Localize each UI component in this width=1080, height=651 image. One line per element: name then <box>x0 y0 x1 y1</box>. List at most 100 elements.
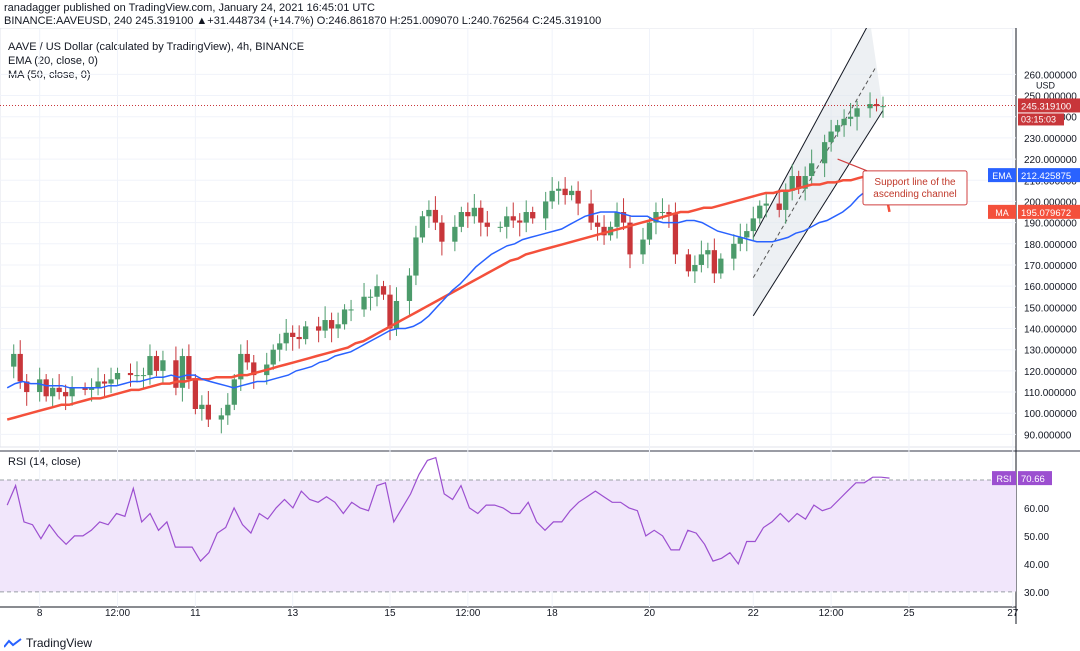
candle <box>802 166 808 201</box>
price-tick-label: 250.000000 <box>1024 92 1077 103</box>
candle <box>575 181 581 216</box>
price-tick-label: 200.000000 <box>1024 197 1077 208</box>
last-price-label: 245.319100 <box>1021 101 1071 112</box>
candle-body <box>750 218 756 232</box>
candle-body <box>341 309 348 325</box>
candle-body <box>406 275 413 301</box>
candle-body <box>497 226 503 228</box>
candle <box>406 268 413 315</box>
candle <box>731 234 737 271</box>
candle-body <box>809 163 815 177</box>
candle <box>218 407 224 434</box>
candle-body <box>484 222 490 227</box>
candle-body <box>140 375 147 377</box>
candle <box>101 374 108 398</box>
candle <box>776 189 782 218</box>
candle-body <box>731 243 737 259</box>
candle-body <box>179 356 186 388</box>
candle <box>796 170 802 195</box>
candle-body <box>62 392 69 397</box>
candle-body <box>88 387 95 390</box>
price-tick-label: 90.000000 <box>1024 430 1072 441</box>
time-tick-label: 12:00 <box>105 608 130 619</box>
candle-body <box>562 188 568 196</box>
candle-body <box>821 142 828 164</box>
candle-body <box>549 190 555 202</box>
ema-legend: EMA (20, close, 0) <box>8 55 98 67</box>
channel-mid-dashed-line <box>752 65 877 278</box>
candle <box>523 200 529 233</box>
candle <box>549 177 555 209</box>
candle-body <box>452 226 458 242</box>
candle-body <box>517 220 523 223</box>
candle-body <box>705 250 711 255</box>
candle <box>43 374 49 402</box>
candle <box>594 215 601 241</box>
candle-body <box>672 214 679 255</box>
candle <box>517 213 523 237</box>
candle-body <box>880 106 886 108</box>
candle-body <box>458 212 464 227</box>
candle <box>834 119 841 137</box>
candle-body <box>303 326 309 340</box>
candle-body <box>426 209 432 217</box>
candle-body <box>478 207 484 223</box>
candle-body <box>108 379 114 384</box>
price-tick-label: 170.000000 <box>1024 261 1077 272</box>
candle-body <box>296 336 302 340</box>
candle <box>556 181 562 205</box>
ema-name-label: EMA <box>992 171 1012 181</box>
rsi-legend: RSI (14, close) <box>8 456 81 468</box>
candle-body <box>789 176 795 191</box>
candle <box>530 206 536 224</box>
candle-body <box>601 226 607 236</box>
candle-body <box>543 201 549 219</box>
candle <box>283 318 289 351</box>
candle <box>127 363 134 387</box>
candle <box>504 206 510 239</box>
candle <box>627 215 633 269</box>
candle <box>140 367 147 389</box>
candle-body <box>238 353 244 380</box>
candle-body <box>251 362 257 376</box>
candle <box>328 312 335 343</box>
price-tick-label: 130.000000 <box>1024 346 1077 357</box>
candle-body <box>380 286 387 295</box>
candle-body <box>37 379 43 393</box>
rsi-tick-label: 50.00 <box>1024 532 1049 543</box>
candle-body <box>718 258 724 274</box>
annotation-text: Support line of the <box>874 177 956 188</box>
candle-body <box>147 356 153 376</box>
candle-body <box>614 212 620 227</box>
price-chart[interactable]: 260.000000250.000000240.000000230.000000… <box>0 28 1080 633</box>
candle-body <box>173 360 179 388</box>
candle-body <box>374 286 380 297</box>
candle <box>17 340 23 389</box>
candle-body <box>82 387 88 390</box>
candle <box>153 350 160 377</box>
price-tick-label: 260.000000 <box>1024 70 1077 81</box>
candle <box>179 348 186 402</box>
candle-body <box>594 222 601 227</box>
price-tick-label: 230.000000 <box>1024 134 1077 145</box>
candle <box>290 325 296 351</box>
candle-body <box>56 387 62 393</box>
candle <box>199 395 205 421</box>
candle <box>348 299 354 322</box>
candle <box>335 312 341 339</box>
candle <box>471 194 477 224</box>
candle <box>685 249 692 277</box>
ema-value-label-bg <box>1018 168 1080 183</box>
candle <box>413 225 419 286</box>
time-tick-label: 13 <box>287 608 299 619</box>
tradingview-footer: TradingView <box>4 636 92 650</box>
candle-body <box>802 176 808 189</box>
ma-legend: MA (50, close, 0) <box>8 69 91 81</box>
candle <box>393 287 400 336</box>
candle <box>322 306 328 339</box>
candle <box>510 202 516 228</box>
candle <box>367 289 374 311</box>
candle <box>568 185 575 201</box>
candle-body <box>205 404 211 420</box>
candle <box>484 210 490 237</box>
